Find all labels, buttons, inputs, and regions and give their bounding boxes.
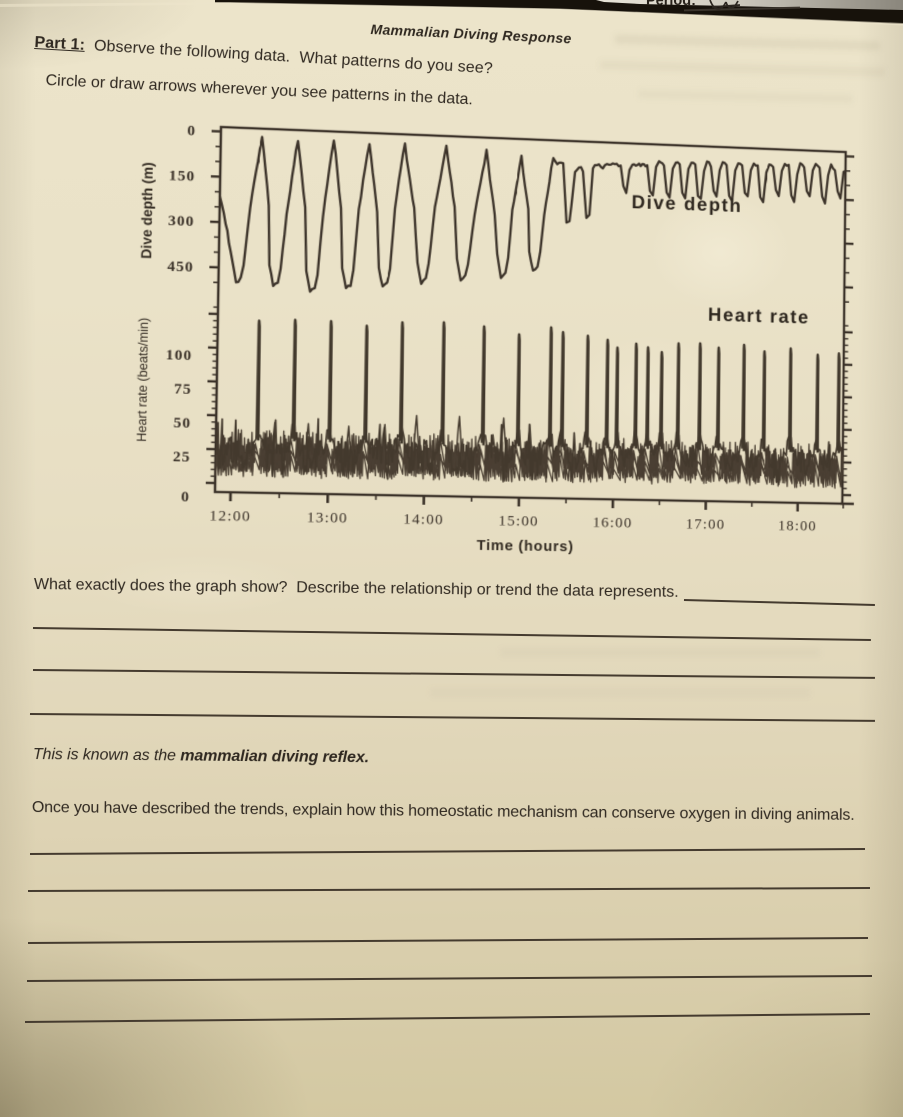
svg-text:25: 25 xyxy=(173,449,191,466)
svg-text:Heart rate (beats/min): Heart rate (beats/min) xyxy=(134,317,151,442)
svg-text:300: 300 xyxy=(168,213,195,230)
svg-text:16:00: 16:00 xyxy=(593,514,633,531)
svg-text:Dive depth: Dive depth xyxy=(631,192,742,217)
svg-text:Time (hours): Time (hours) xyxy=(477,538,574,555)
svg-text:Heart rate: Heart rate xyxy=(708,305,810,329)
svg-text:50: 50 xyxy=(173,415,191,432)
svg-text:450: 450 xyxy=(167,258,194,275)
svg-text:75: 75 xyxy=(174,381,192,398)
svg-text:12:00: 12:00 xyxy=(209,508,251,525)
svg-text:Dive depth (m): Dive depth (m) xyxy=(139,162,157,259)
svg-text:0: 0 xyxy=(181,489,190,506)
svg-text:15:00: 15:00 xyxy=(498,513,538,530)
svg-text:150: 150 xyxy=(169,167,196,184)
svg-text:17:00: 17:00 xyxy=(686,516,726,533)
svg-text:14:00: 14:00 xyxy=(403,511,444,528)
svg-text:18:00: 18:00 xyxy=(778,518,817,535)
svg-text:0: 0 xyxy=(187,122,196,139)
svg-text:100: 100 xyxy=(166,347,193,364)
svg-text:13:00: 13:00 xyxy=(307,509,348,526)
